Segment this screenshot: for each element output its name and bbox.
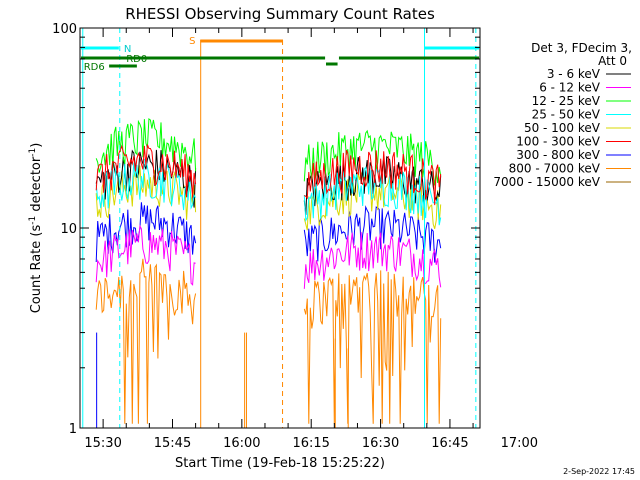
series-line-0-segment-1 — [303, 155, 442, 215]
render-date-stamp: 2-Sep-2022 17:45 — [563, 467, 635, 476]
legend-entry-label: 50 - 100 keV — [524, 121, 601, 135]
x-axis: 15:30 15:45 16:00 16:15 16:30 16:45 17:00 — [79, 28, 538, 451]
x-tick-label: 15:45 — [154, 436, 191, 451]
x-tick-label: 16:00 — [223, 436, 260, 451]
series-line-4-segment-1 — [303, 172, 442, 231]
y-axis-label-part: Count Rate (s — [29, 225, 44, 314]
legend-entry-label: 100 - 300 keV — [516, 135, 600, 149]
x-tick-label: 16:15 — [292, 436, 329, 451]
legend-entry-label: 7000 - 15000 keV — [493, 175, 600, 189]
y-axis-label-sup: -1 — [28, 216, 38, 225]
series-line-4-segment-0 — [95, 165, 197, 220]
saa-flag-label: S — [189, 36, 195, 47]
x-axis-label: Start Time (19-Feb-18 15:25:22) — [175, 456, 385, 471]
legend-entry-label: 25 - 50 keV — [532, 108, 601, 122]
x-tick-label: 16:30 — [362, 436, 399, 451]
series-line-2-segment-1 — [303, 129, 442, 186]
y-axis-label: Count Rate (s-1 detector-1) — [28, 143, 44, 314]
rd6-flag-label: RD6 — [84, 62, 105, 73]
y-axis-label-part: ) — [29, 143, 44, 148]
x-tick-label: 15:30 — [84, 436, 121, 451]
legend-entry-label: 800 - 7000 keV — [509, 162, 601, 176]
legend-entry-label: 3 - 6 keV — [547, 67, 601, 81]
series-line-1-segment-1 — [303, 232, 442, 289]
series-line-1-segment-0 — [95, 224, 196, 286]
legend-header-line-2: Att 0 — [598, 54, 627, 68]
x-tick-label: 17:00 — [501, 436, 538, 451]
series-line-5-segment-0 — [95, 144, 197, 198]
series-line-7-segment-1 — [303, 270, 442, 424]
series-line-5-segment-1 — [304, 149, 442, 206]
y-tick-label: 1 — [69, 422, 77, 437]
legend-header-line-1: Det 3, FDecim 3, — [531, 41, 632, 55]
series-line-6-segment-1 — [303, 205, 442, 263]
night-flag-label: N — [124, 44, 131, 55]
plot-area — [95, 117, 442, 428]
y-axis-label-sup: -1 — [28, 148, 38, 157]
series-line-7-segment-0 — [95, 258, 197, 424]
series-line-3-segment-1 — [303, 166, 442, 226]
legend-entry-label: 6 - 12 keV — [539, 81, 601, 95]
y-tick-label: 100 — [52, 22, 77, 37]
y-axis-label-part: detector — [29, 156, 44, 216]
y-tick-label: 10 — [60, 222, 77, 237]
legend-entry-label: 300 - 800 keV — [516, 148, 600, 162]
x-tick-label: 16:45 — [431, 436, 468, 451]
y-axis: 100 10 1 — [52, 22, 480, 437]
legend-entry-label: 12 - 25 keV — [532, 94, 601, 108]
chart-title: RHESSI Observing Summary Count Rates — [125, 5, 435, 23]
rd0-flag-label: RD0 — [126, 54, 147, 65]
